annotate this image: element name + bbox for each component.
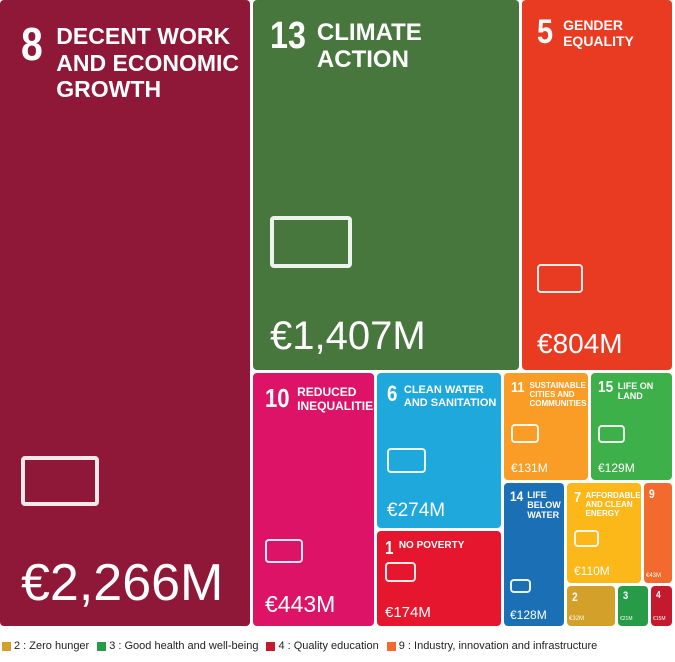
- goal-number: 15: [598, 379, 614, 396]
- goal-name: Gender equality: [563, 16, 634, 49]
- value-label: €43M: [646, 573, 662, 579]
- goal-icon: [598, 425, 625, 443]
- tile: 6 Clean water and sanitation €274M: [377, 373, 501, 528]
- tile: 4 €15M: [651, 586, 672, 626]
- tile: 15 Life on land €129M: [591, 373, 672, 480]
- legend-label: 4 : Quality education: [278, 640, 379, 652]
- goal-name: Climate action: [316, 18, 422, 74]
- goal-number: 10: [265, 383, 290, 413]
- tile: 3 €21M: [618, 586, 648, 626]
- tile: 14 Life below water €128M: [504, 483, 564, 626]
- goal-number: 13: [270, 15, 306, 57]
- value-label: €129M: [598, 461, 635, 476]
- legend-swatch: [2, 641, 11, 651]
- goal-icon: [387, 448, 426, 474]
- goal-number: 3: [623, 590, 629, 602]
- goal-icon: [270, 215, 353, 269]
- value-label: €32M: [569, 616, 585, 622]
- legend-entry: 4 : Quality education: [266, 640, 379, 652]
- value-label: €110M: [574, 564, 610, 579]
- legend-swatch: [386, 641, 396, 651]
- goal-number: 5: [537, 13, 554, 51]
- value-label: €131M: [511, 461, 548, 476]
- value-label: €15M: [653, 616, 666, 622]
- goal-number: 8: [21, 18, 43, 70]
- value-label: €1,407M: [270, 314, 426, 359]
- tile: 5 Gender equality €804M: [522, 0, 672, 370]
- goal-name: Life on land: [617, 380, 654, 402]
- tile: 13 Climate action €1,407M: [253, 0, 519, 370]
- value-label: €174M: [385, 603, 431, 621]
- goal-number: 1: [385, 538, 394, 558]
- goal-icon: [21, 456, 99, 506]
- goal-icon: [574, 530, 599, 547]
- value-label: €21M: [620, 616, 633, 622]
- legend-label: 3 : Good health and well-being: [109, 640, 259, 652]
- goal-number: 6: [387, 381, 398, 406]
- goal-name: Decent work and economic growth: [56, 23, 240, 103]
- goal-icon: [510, 579, 531, 594]
- legend-label: 9 : Industry, innovation and infrastruct…: [398, 640, 598, 652]
- legend-label: 2 : Zero hunger: [14, 640, 90, 652]
- goal-number: 7: [574, 489, 582, 506]
- tile: 1 No poverty €174M: [377, 531, 501, 626]
- goal-name: Clean water and sanitation: [403, 384, 497, 409]
- legend-entry: 3 : Good health and well-being: [97, 640, 258, 652]
- goal-name: Life below water: [527, 489, 561, 521]
- goal-icon: [537, 264, 583, 294]
- tile: 9 €43M: [644, 483, 672, 583]
- goal-icon: [511, 424, 539, 443]
- goal-number: 9: [649, 487, 655, 501]
- tile: 11 Sustainable cities and communities €131…: [504, 373, 588, 480]
- goal-name: Affordable and clean energy: [585, 490, 641, 519]
- goal-number: 11: [511, 379, 525, 396]
- value-label: €804M: [537, 328, 623, 359]
- goal-name: No poverty: [398, 539, 465, 551]
- value-label: €2,266M: [21, 554, 224, 613]
- goal-number: 14: [510, 488, 524, 504]
- goal-icon: [265, 539, 303, 564]
- goal-number: 4: [656, 590, 661, 601]
- tile: 8 Decent work and economic growth €2,266M: [0, 0, 250, 626]
- tile: 7 Affordable and clean energy €110M: [567, 483, 641, 583]
- goal-name: Sustainable cities and communities: [529, 380, 587, 409]
- value-label: €274M: [387, 500, 446, 521]
- value-label: €128M: [510, 608, 547, 623]
- tile: 10 Reduced inequalities €443M: [253, 373, 374, 626]
- legend-swatch: [97, 641, 107, 651]
- value-label: €443M: [265, 591, 336, 618]
- legend-entry: 9 : Industry, innovation and infrastruct…: [386, 640, 598, 652]
- goal-number: 2: [572, 590, 578, 604]
- legend-entry: 2 : Zero hunger: [2, 640, 89, 652]
- goal-icon: [385, 562, 416, 583]
- legend: 2 : Zero hunger 3 : Good health and well-…: [2, 640, 597, 652]
- goal-name: Reduced inequalities: [297, 385, 374, 414]
- tile: 2 €32M: [567, 586, 615, 626]
- legend-swatch: [266, 641, 276, 651]
